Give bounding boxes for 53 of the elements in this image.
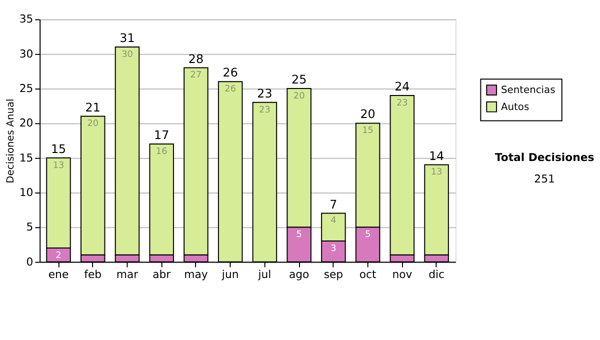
total-label: 21 (85, 100, 100, 114)
total-label: 24 (394, 80, 410, 94)
data-label: 13 (52, 160, 64, 171)
y-tick-label: 20 (19, 116, 34, 130)
y-tick-label: 5 (26, 220, 34, 234)
total-label: 7 (330, 197, 338, 212)
x-tick-label: ago (288, 268, 310, 282)
x-tick-label: oct (359, 268, 376, 282)
data-label: 23 (396, 98, 408, 108)
text: Total Decisiones (494, 150, 594, 164)
total-label: 14 (428, 148, 444, 163)
y-tick-label: 25 (19, 82, 34, 96)
data-label: 20 (87, 119, 99, 130)
data-label: 30 (122, 50, 134, 60)
data-label: 5 (296, 230, 302, 240)
x-tick-label: jul (257, 268, 272, 282)
total-label: 26 (222, 66, 238, 80)
data-label: 23 (259, 105, 270, 116)
x-tick-label: nov (392, 268, 413, 282)
total-label: 23 (257, 86, 272, 100)
data-label: 16 (156, 146, 168, 157)
x-tick-label: dic (428, 268, 445, 282)
y-tick-label: 35 (19, 12, 34, 26)
total-label: 20 (360, 107, 376, 122)
data-label: 4 (330, 216, 337, 226)
total-label: 25 (292, 72, 307, 87)
total-label: 28 (188, 52, 204, 66)
y-tick-label: 0 (26, 255, 34, 268)
x-tick-label: may (184, 268, 208, 282)
total-label: 17 (154, 128, 170, 142)
data-label: 13 (430, 168, 442, 178)
data-label: 27 (190, 70, 202, 81)
total-label: 31 (120, 31, 135, 46)
data-label: 3 (330, 244, 336, 254)
x-tick-label: mar (116, 268, 139, 282)
text: 251 (534, 172, 555, 186)
y-tick-label: 10 (19, 186, 34, 199)
data-label: 2 (56, 250, 62, 261)
legend-label: Sentencias (500, 85, 556, 96)
total-label: 15 (50, 142, 66, 156)
x-tick-label: jun (220, 268, 239, 282)
y-tick-label: 15 (19, 151, 34, 164)
data-label: 26 (224, 84, 236, 95)
x-tick-label: sep (324, 268, 344, 282)
x-tick-label: feb (84, 268, 102, 282)
x-tick-label: abr (152, 268, 172, 282)
y-axis-title: Decisiones Anual (5, 98, 16, 184)
data-label: 5 (364, 230, 371, 240)
data-label: 20 (293, 91, 306, 102)
legend-label: Autos (500, 102, 530, 113)
data-label: 15 (362, 126, 374, 136)
y-tick-label: 30 (19, 47, 34, 60)
x-tick-label: ene (48, 268, 69, 282)
